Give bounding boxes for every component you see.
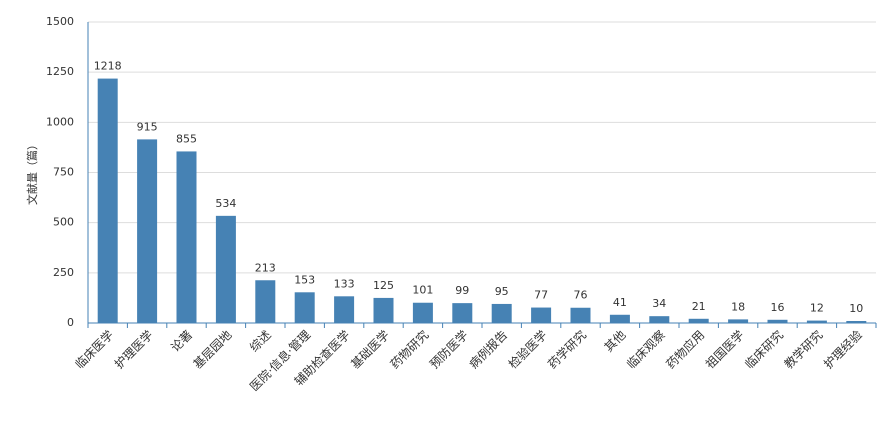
x-tick-label: 基层园地 [191,328,235,372]
value-label: 915 [137,120,158,133]
bar [255,280,276,323]
value-label: 77 [534,289,548,302]
y-tick-label: 1000 [46,115,74,128]
x-tick-label: 基础医学 [348,327,393,372]
bar [294,292,315,323]
value-label: 1218 [94,60,122,73]
x-tick-label: 祖国医学 [702,327,747,372]
value-label: 76 [574,289,588,302]
value-label: 133 [334,277,355,290]
value-label: 99 [455,284,469,297]
x-tick-label: 其他 [602,328,629,355]
value-label: 34 [652,297,666,310]
y-tick-label: 0 [67,316,74,329]
value-label: 534 [215,197,236,210]
value-label: 855 [176,132,197,145]
x-tick-label: 论著 [168,328,195,355]
bar [373,297,394,323]
x-tick-label: 药物研究 [387,327,432,372]
x-tick-label: 综述 [247,328,274,355]
value-label: 41 [613,296,627,309]
x-tick-label: 护理医学 [111,327,156,372]
bar [176,151,197,323]
bar [728,319,749,323]
bar [412,302,433,323]
bar [334,296,355,323]
y-axis-label: 文献量（篇） [25,139,39,205]
y-tick-label: 750 [53,166,74,179]
bar [806,320,827,323]
value-label: 12 [810,302,824,315]
value-label: 125 [373,279,394,292]
bar [846,320,867,323]
x-tick-label: 病例报告 [466,327,511,372]
value-label: 101 [412,284,433,297]
y-tick-label: 1250 [46,65,74,78]
value-label: 21 [692,300,706,313]
x-tick-label: 临床观察 [624,328,668,372]
x-tick-label: 护理经验 [820,327,865,372]
value-label: 213 [255,261,276,274]
value-label: 95 [495,285,509,298]
y-tick-label: 500 [53,216,74,229]
x-tick-label: 临床研究 [742,327,787,372]
value-label: 10 [849,302,863,315]
value-label: 153 [294,273,315,286]
bar [97,78,118,323]
x-tick-label: 药学研究 [545,327,590,372]
x-tick-label: 检验医学 [505,327,550,372]
bar [767,319,788,323]
y-tick-label: 1500 [46,15,74,28]
y-tick-label: 250 [53,266,74,279]
bar [491,303,512,323]
bar [215,215,236,323]
x-tick-label: 临床医学 [72,327,117,372]
value-label: 18 [731,300,745,313]
bar [531,307,552,323]
x-tick-label: 药物应用 [663,327,708,372]
x-tick-label: 预防医学 [426,327,471,372]
x-tick-label: 教学研究 [781,327,826,372]
bar [137,139,158,323]
bar [452,303,473,323]
bar [688,318,709,323]
bar [609,314,630,323]
bar [570,307,591,323]
value-label: 16 [771,301,785,314]
bar [649,316,670,323]
